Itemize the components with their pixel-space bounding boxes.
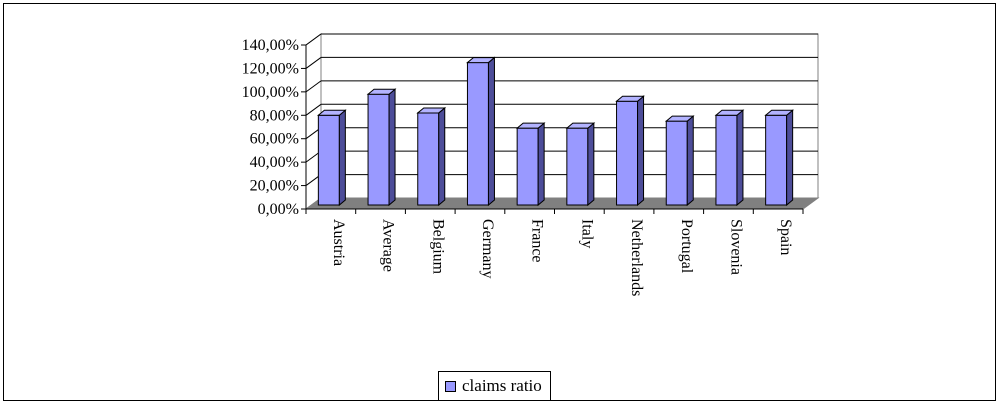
bar-front <box>417 112 440 206</box>
bar-top <box>714 109 745 116</box>
gridline-side <box>305 80 322 93</box>
x-tick-label: France <box>529 219 546 263</box>
bar-spain <box>764 109 795 207</box>
bars <box>316 56 795 207</box>
y-tick-label: 40,00% <box>250 154 299 171</box>
y-tick-label: 20,00% <box>250 178 299 195</box>
bar-top <box>664 115 695 122</box>
bar-front <box>317 114 340 206</box>
bar-top <box>565 122 596 129</box>
x-tick-label: Austria <box>330 219 347 266</box>
y-tick-label: 120,00% <box>242 60 299 77</box>
bar-front <box>715 114 738 206</box>
bar-top <box>366 88 397 95</box>
y-tick-label: 60,00% <box>250 131 299 148</box>
bar-side <box>487 56 495 207</box>
bar-front <box>765 114 788 206</box>
bar-top <box>615 95 645 102</box>
bar-side <box>537 122 545 207</box>
x-tick-label: Germany <box>479 219 496 279</box>
bar-netherlands <box>615 95 645 207</box>
y-tick-label: 80,00% <box>250 107 299 124</box>
legend-swatch <box>445 380 456 392</box>
x-tick-label: Portugal <box>678 219 695 274</box>
bar-side <box>686 115 694 207</box>
bar-top <box>764 109 795 116</box>
legend: claims ratio <box>438 371 551 401</box>
bar-portugal <box>664 115 695 207</box>
bar-austria <box>316 109 347 207</box>
bar-slovenia <box>714 109 745 207</box>
bar-front <box>516 127 539 206</box>
legend-label: claims ratio <box>462 376 542 395</box>
y-tick-label: 100,00% <box>242 84 299 101</box>
bar-italy <box>565 122 596 207</box>
bar-front <box>367 93 390 206</box>
x-tick-label: Slovenia <box>727 219 744 275</box>
x-tick-label: Average <box>380 219 397 272</box>
bar-side <box>338 109 346 207</box>
y-tick-label: 0,00% <box>258 201 299 218</box>
y-axis-labels: 0,00% 20,00% 40,00% 60,00% 80,00% 100,00% 120,… <box>242 37 299 218</box>
bar-france <box>515 122 546 207</box>
bar-average <box>366 88 397 207</box>
gridline-side <box>305 33 322 46</box>
gridline-side <box>305 57 322 69</box>
x-tick-label: Spain <box>777 219 794 255</box>
bar-top <box>515 122 546 129</box>
bar-side <box>587 122 595 207</box>
bar-top <box>316 109 347 116</box>
bar-chart: 0,00% 20,00% 40,00% 60,00% 80,00% 100,00% 120,… <box>242 33 820 296</box>
x-axis-labels: Austria Average Belgium Germany France Italy N… <box>330 219 794 296</box>
bar-front <box>616 100 639 206</box>
bar-belgium <box>416 106 447 207</box>
bar-side <box>388 88 396 207</box>
bar-front <box>566 127 589 206</box>
bar-side <box>637 95 645 207</box>
y-tick-label: 140,00% <box>242 37 299 54</box>
bar-side <box>786 109 794 207</box>
bar-front <box>665 120 688 206</box>
x-tick-label: Netherlands <box>628 219 645 296</box>
bar-top <box>466 57 496 64</box>
x-tick-label: Italy <box>578 219 595 248</box>
bar-front <box>466 62 489 206</box>
bar-germany <box>466 56 496 207</box>
bar-side <box>736 109 744 207</box>
bar-side <box>438 106 446 207</box>
x-tick-label: Belgium <box>429 219 446 275</box>
chart-frame: 0,00% 20,00% 40,00% 60,00% 80,00% 100,00% 120,… <box>3 3 996 401</box>
gridline-side <box>305 103 322 116</box>
bar-top <box>416 107 447 114</box>
